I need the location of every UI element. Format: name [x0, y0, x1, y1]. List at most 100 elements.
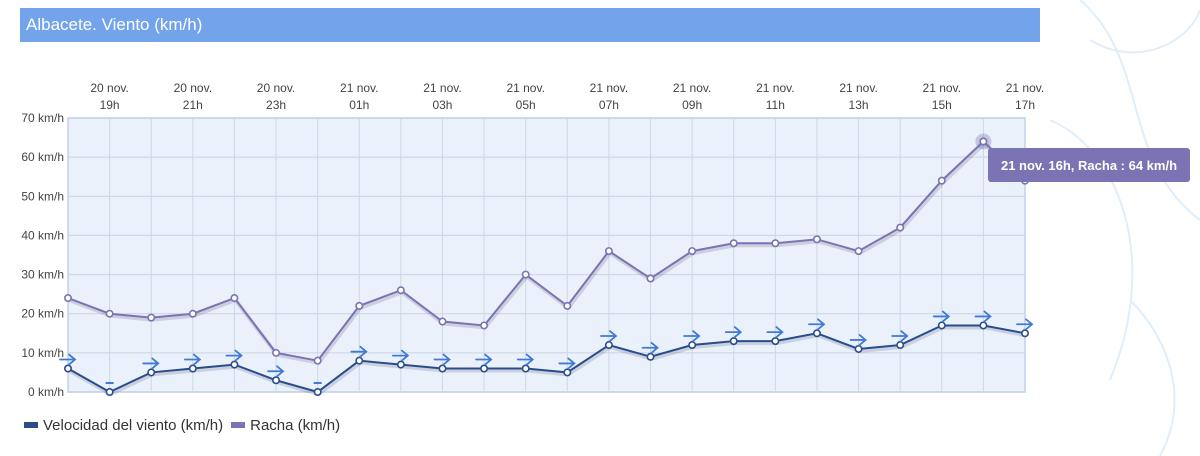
- legend-label-velocidad: Velocidad del viento (km/h): [43, 416, 224, 434]
- legend-item-racha[interactable]: Racha (km/h): [231, 417, 340, 434]
- legend-swatch-racha: [231, 422, 246, 428]
- x-tick-label: 20 nov. 23h: [257, 81, 295, 112]
- y-tick-label: 40 km/h: [21, 228, 64, 242]
- racha-point[interactable]: [105, 309, 114, 318]
- wind-arrow-icon: [391, 349, 410, 362]
- wind-arrow-icon: [183, 353, 202, 366]
- x-tick-label: 21 nov. 05h: [506, 81, 544, 112]
- velocidad-point[interactable]: [563, 368, 572, 377]
- velocidad-point[interactable]: [812, 329, 821, 338]
- tooltip-point: [979, 137, 988, 146]
- y-tick-label: 0 km/h: [28, 385, 64, 399]
- x-tick-label: 21 nov. 07h: [590, 81, 628, 112]
- wind-arrow-icon: [891, 330, 909, 342]
- chart-title: Albacete. Viento (km/h): [20, 8, 1040, 42]
- racha-point[interactable]: [646, 274, 655, 283]
- y-tick-label: 10 km/h: [21, 346, 64, 360]
- plot-area: [67, 117, 1026, 393]
- velocidad-point[interactable]: [272, 376, 281, 385]
- velocidad-point[interactable]: [1020, 329, 1029, 338]
- x-tick-label: 21 nov. 01h: [340, 81, 378, 112]
- racha-point[interactable]: [230, 294, 239, 303]
- racha-point[interactable]: [147, 313, 156, 322]
- wind-arrow-icon: [600, 330, 618, 342]
- racha-point[interactable]: [688, 247, 697, 256]
- racha-point[interactable]: [272, 348, 281, 357]
- racha-point[interactable]: [563, 301, 572, 310]
- x-tick-label: 21 nov. 11h: [756, 81, 794, 112]
- racha-point[interactable]: [812, 235, 821, 244]
- velocidad-point[interactable]: [147, 368, 156, 377]
- x-tick-label: 21 nov. 17h: [1006, 81, 1044, 112]
- x-tick-label: 20 nov. 21h: [174, 81, 212, 112]
- y-tick-label: 30 km/h: [21, 268, 64, 282]
- grid-lines: [67, 117, 1026, 393]
- wind-arrow-icon: [558, 357, 576, 370]
- wind-direction-arrows: [59, 310, 1034, 384]
- legend-item-velocidad[interactable]: Velocidad del viento (km/h): [24, 417, 223, 434]
- series-racha: [64, 137, 1029, 365]
- velocidad-point[interactable]: [396, 360, 405, 369]
- wind-arrow-icon: [475, 353, 493, 366]
- racha-point[interactable]: [438, 317, 447, 326]
- wind-arrow-icon: [849, 334, 867, 346]
- legend-label-racha: Racha (km/h): [250, 416, 341, 434]
- series-velocidad-viento: [64, 321, 1029, 397]
- x-tick-label: 20 nov. 19h: [90, 81, 128, 112]
- racha-point[interactable]: [937, 176, 946, 185]
- velocidad-point[interactable]: [979, 321, 988, 330]
- racha-point[interactable]: [188, 309, 197, 318]
- wind-arrow-icon: [683, 330, 701, 342]
- racha-point[interactable]: [854, 247, 863, 256]
- velocidad-point[interactable]: [313, 387, 322, 396]
- wind-arrow-icon: [1016, 318, 1034, 331]
- wind-arrow-icon: [766, 326, 784, 339]
- wind-arrow-icon: [641, 341, 659, 354]
- wind-arrow-icon: [350, 345, 368, 358]
- wind-arrow-icon: [267, 365, 285, 378]
- racha-point[interactable]: [355, 301, 364, 310]
- velocidad-point[interactable]: [688, 341, 697, 350]
- legend-swatch-velocidad: [24, 422, 38, 428]
- legend: Velocidad del viento (km/h) Racha (km/h): [24, 414, 348, 436]
- racha-point[interactable]: [396, 286, 405, 295]
- velocidad-point[interactable]: [438, 364, 447, 373]
- velocidad-point[interactable]: [521, 364, 530, 373]
- velocidad-shadow: [68, 325, 1027, 397]
- velocidad-point[interactable]: [355, 356, 364, 365]
- racha-line: [67, 140, 1026, 362]
- racha-point[interactable]: [313, 356, 322, 365]
- y-tick-label: 50 km/h: [21, 189, 64, 203]
- wind-arrow-icon: [974, 310, 992, 323]
- velocidad-point[interactable]: [937, 321, 946, 330]
- velocidad-point[interactable]: [230, 360, 239, 369]
- racha-point[interactable]: [604, 247, 613, 256]
- racha-point[interactable]: [521, 270, 530, 279]
- y-tick-label: 60 km/h: [21, 150, 64, 164]
- velocidad-point[interactable]: [854, 344, 863, 353]
- y-tick-label: 20 km/h: [21, 307, 64, 321]
- velocidad-point[interactable]: [896, 341, 905, 350]
- velocidad-point[interactable]: [188, 364, 197, 373]
- x-tick-label: 21 nov. 15h: [923, 81, 961, 112]
- x-tick-label: 21 nov. 09h: [673, 81, 711, 112]
- racha-point[interactable]: [896, 223, 905, 232]
- racha-point[interactable]: [480, 321, 489, 330]
- velocidad-point[interactable]: [729, 337, 738, 346]
- wind-arrow-icon: [433, 353, 451, 366]
- racha-point[interactable]: [64, 294, 73, 303]
- velocidad-point[interactable]: [480, 364, 489, 373]
- tooltip: 21 nov. 16h, Racha : 64 km/h: [975, 133, 1190, 182]
- racha-point[interactable]: [771, 239, 780, 248]
- velocidad-point[interactable]: [771, 337, 780, 346]
- velocidad-point[interactable]: [604, 341, 613, 350]
- velocidad-point[interactable]: [64, 364, 73, 373]
- velocidad-point[interactable]: [646, 352, 655, 361]
- velocidad-point[interactable]: [105, 387, 114, 396]
- wind-arrow-icon: [516, 353, 535, 366]
- x-axis: 20 nov. 19h 20 nov. 21h 20 nov. 23h 21 nov. 01h…: [90, 81, 1044, 112]
- wind-arrow-icon: [59, 353, 77, 366]
- racha-point[interactable]: [729, 239, 738, 248]
